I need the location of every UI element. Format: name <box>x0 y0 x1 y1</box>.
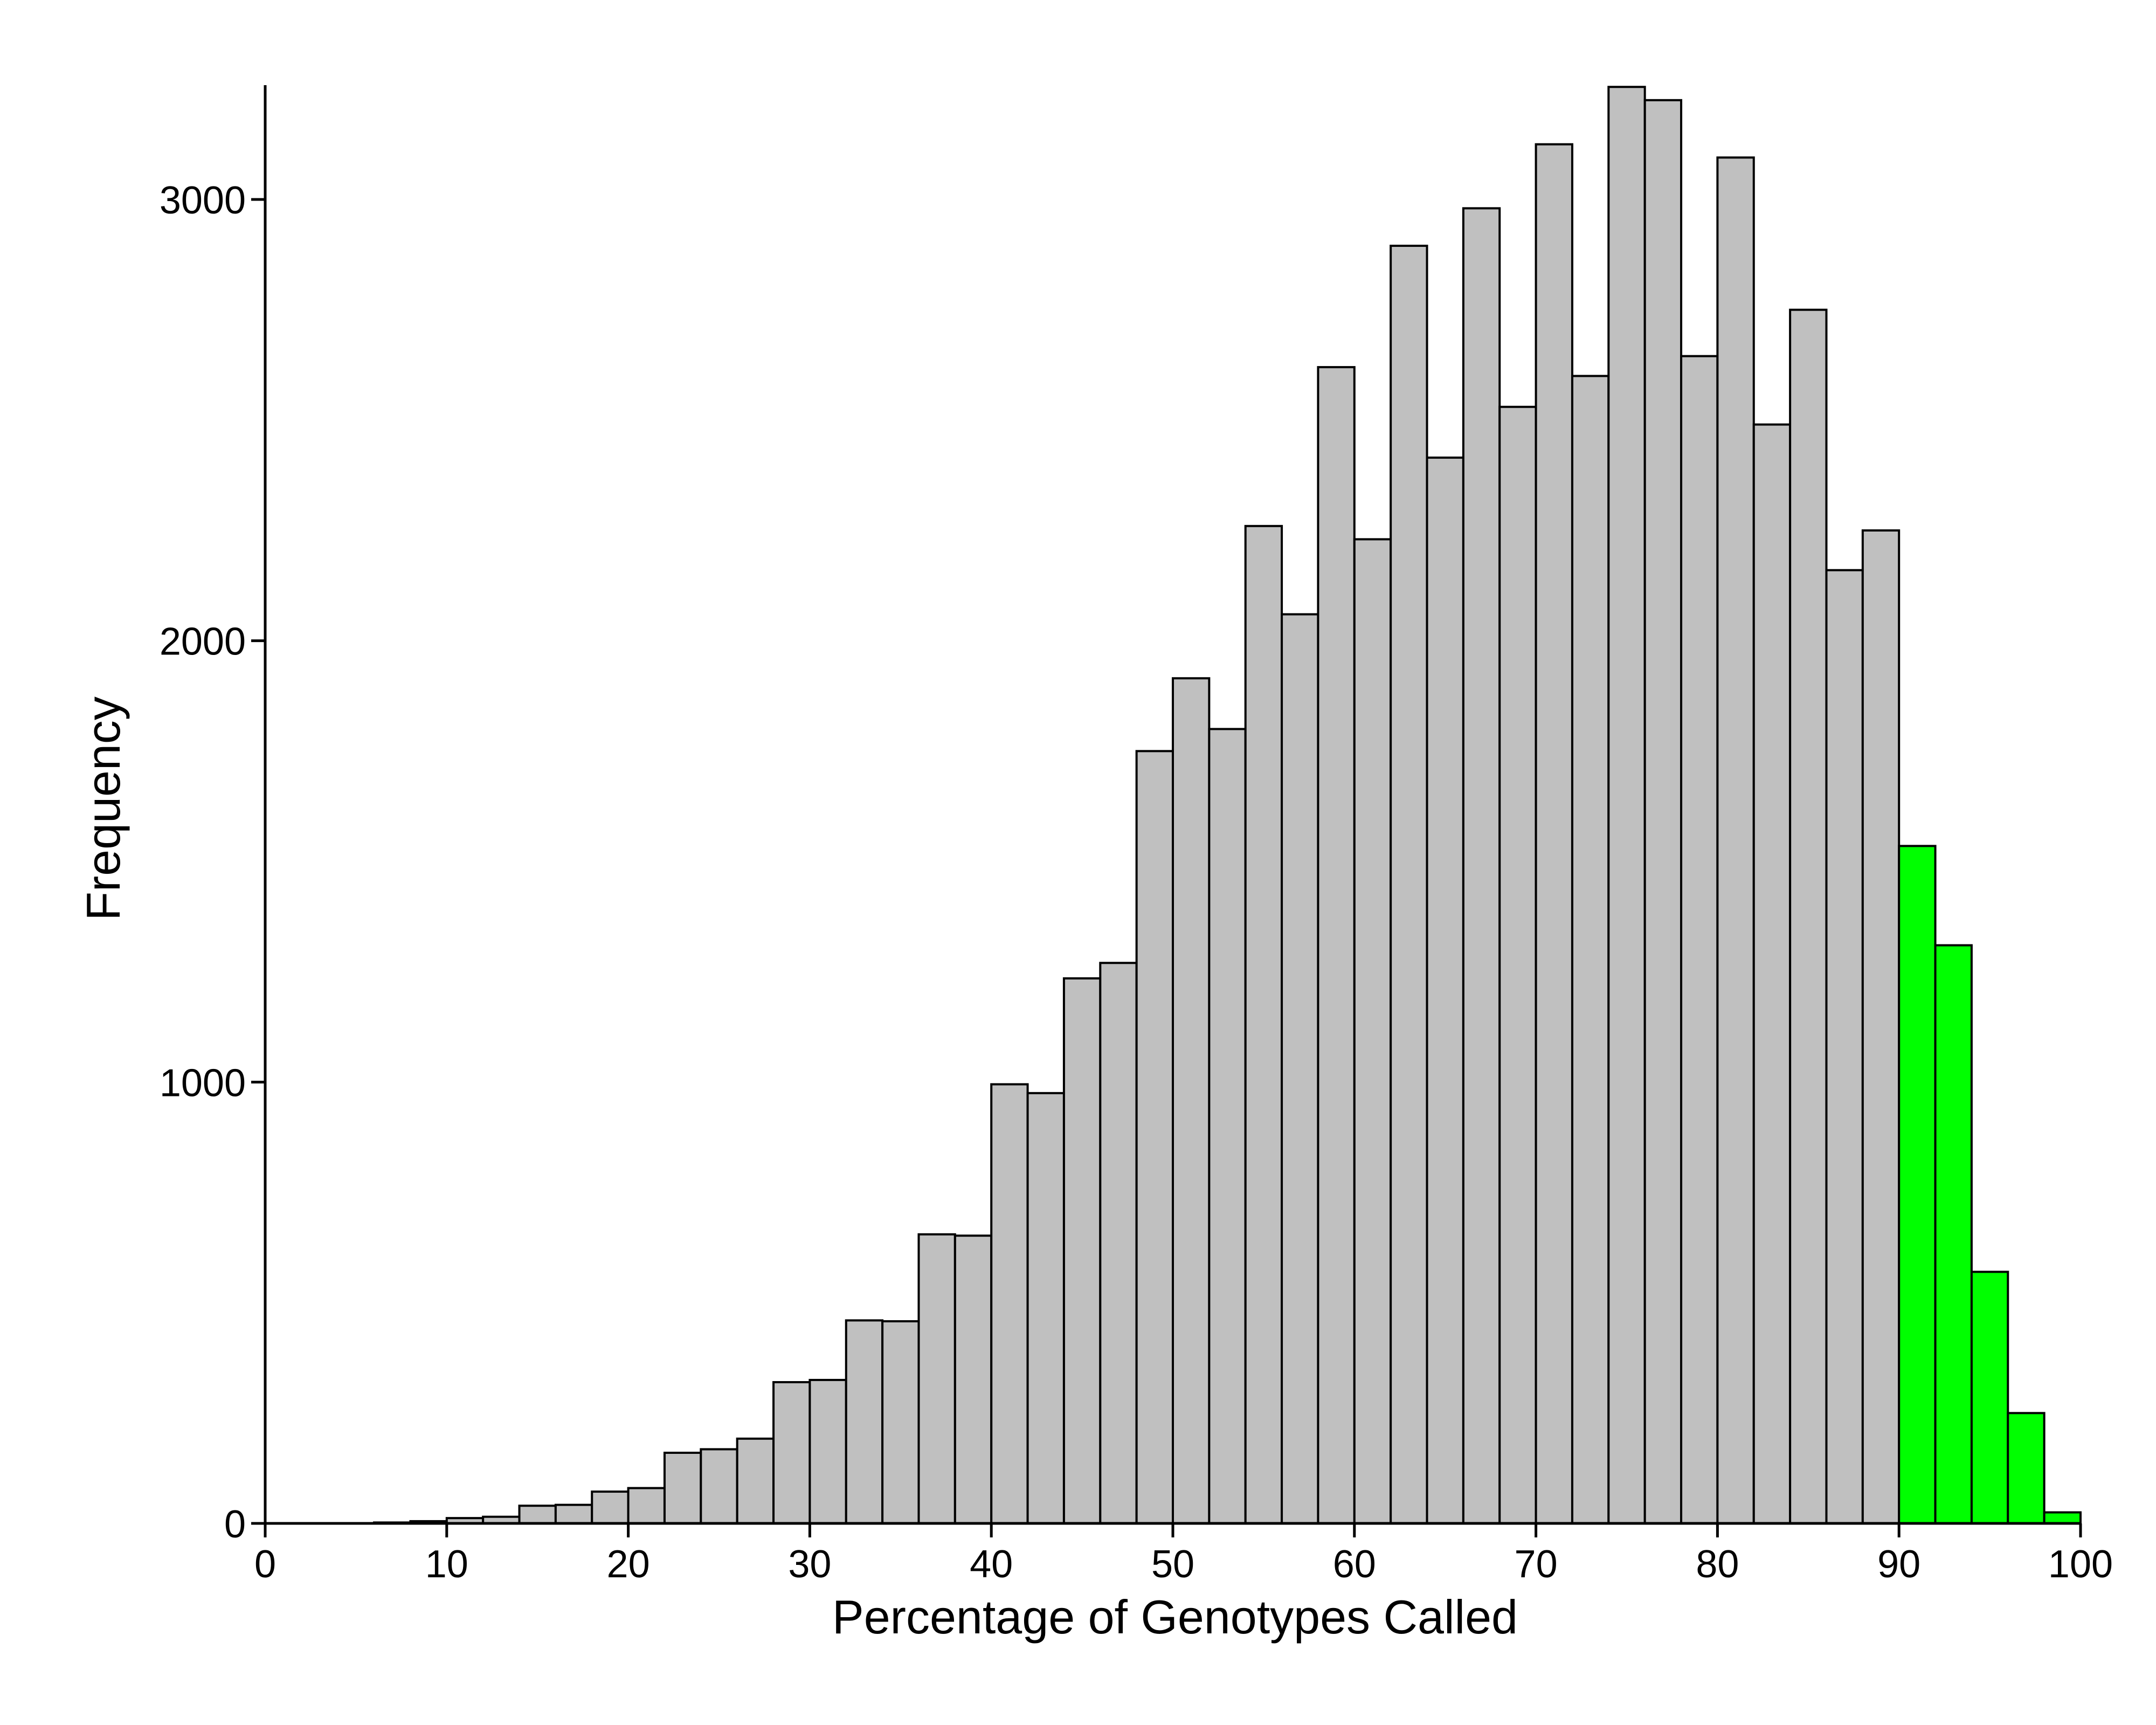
x-tick-label: 0 <box>254 1543 276 1586</box>
histogram-bar <box>990 1083 1029 1524</box>
histogram-bar <box>1680 355 1719 1524</box>
histogram-bar <box>1716 156 1755 1525</box>
x-tick-label: 80 <box>1696 1543 1739 1586</box>
histogram-bar <box>1462 207 1501 1525</box>
histogram-bar <box>917 1233 956 1525</box>
histogram-bar <box>1426 456 1464 1524</box>
histogram-bar <box>736 1437 775 1524</box>
histogram-bar <box>1970 1271 2009 1525</box>
histogram-bar <box>1571 375 1610 1525</box>
histogram-bar <box>1498 405 1537 1524</box>
y-tick-label: 0 <box>224 1503 246 1546</box>
x-tick-label: 10 <box>425 1543 468 1586</box>
histogram-bar <box>1390 244 1428 1525</box>
x-tick-label: 90 <box>1877 1543 1920 1586</box>
y-tick-label: 2000 <box>160 620 246 664</box>
histogram-bar <box>1825 569 1864 1524</box>
x-tick-label: 50 <box>1151 1543 1194 1586</box>
histogram-bar <box>1934 944 1973 1524</box>
histogram-bar <box>1026 1092 1065 1525</box>
histogram-bar <box>554 1503 593 1524</box>
histogram-bar <box>518 1505 557 1525</box>
histogram-bar <box>772 1381 811 1524</box>
histogram-bar <box>1099 962 1138 1524</box>
histogram-bar <box>1353 538 1392 1525</box>
y-axis-title: Frequency <box>77 696 130 921</box>
y-tick-label: 3000 <box>160 179 246 222</box>
histogram-bar <box>1208 728 1247 1524</box>
histogram-bar <box>1244 525 1283 1524</box>
x-tick-label: 100 <box>2048 1543 2113 1586</box>
x-tick-label: 20 <box>607 1543 650 1586</box>
y-tick-label: 1000 <box>160 1061 246 1105</box>
x-tick-label: 30 <box>788 1543 831 1586</box>
histogram-bar <box>1172 677 1211 1524</box>
histogram-bar <box>1752 423 1792 1524</box>
histogram-bar <box>808 1378 847 1525</box>
histogram-bar <box>1062 977 1102 1524</box>
histogram-bar <box>1861 529 1901 1524</box>
histogram-bar <box>663 1452 702 1525</box>
x-tick-label: 70 <box>1515 1543 1558 1586</box>
histogram-bar <box>591 1491 630 1524</box>
x-tick-label: 40 <box>970 1543 1013 1586</box>
histogram-bar <box>1607 86 1646 1525</box>
histogram-bar <box>1281 613 1319 1524</box>
histogram-bar <box>1535 143 1573 1524</box>
histogram-bar <box>2007 1412 2046 1524</box>
histogram-bar <box>881 1320 920 1525</box>
histogram-bar <box>1135 750 1174 1524</box>
histogram-bar <box>2043 1511 2082 1525</box>
histogram-bar <box>953 1234 993 1524</box>
x-tick-label: 60 <box>1333 1543 1376 1586</box>
histogram-bar <box>1317 366 1356 1525</box>
histogram-bar <box>1643 99 1683 1524</box>
histogram-bar <box>700 1448 738 1525</box>
bars-group <box>373 86 2082 1525</box>
histogram-bar <box>627 1487 666 1524</box>
histogram-bar <box>1898 845 1937 1524</box>
histogram-bar <box>845 1319 884 1524</box>
histogram-bar <box>1789 308 1828 1524</box>
axes-group <box>251 85 2082 1537</box>
x-axis-title: Percentage of Genotypes Called <box>832 1590 1518 1644</box>
